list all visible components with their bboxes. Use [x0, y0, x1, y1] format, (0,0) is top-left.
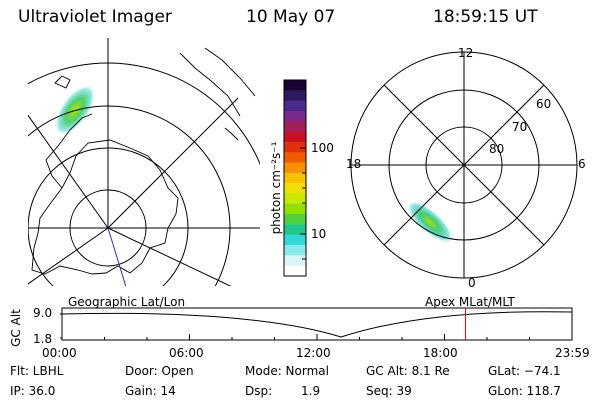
lat-label-80: 80 [489, 142, 505, 156]
xtick-1800: 18:00 [423, 346, 458, 360]
observation-time: 18:59:15 UT [433, 7, 538, 27]
aurora-patch-mlt [406, 200, 454, 244]
colorbar-cell [284, 162, 306, 174]
colorbar-cell [284, 255, 306, 267]
colorbar-cell [284, 90, 306, 102]
timeline-left-title: Geographic Lat/Lon [68, 295, 186, 309]
colorbar-cell [284, 234, 306, 246]
xtick-1200: 12:00 [296, 346, 331, 360]
door-info: Door: Open [125, 364, 194, 378]
instrument-title: Ultraviolet Imager [18, 7, 172, 27]
xtick-0600: 06:00 [169, 346, 204, 360]
colorbar-cell [284, 152, 306, 164]
mlt-label-dusk: 18 [346, 157, 362, 171]
colorbar-tick-10: 10 [311, 227, 327, 241]
aurora-patch-geo [54, 84, 96, 136]
timeline-ytick-9: 9.0 [33, 306, 53, 320]
colorbar-cell [284, 245, 306, 256]
timeline-ytick-1-8: 1.8 [33, 332, 53, 346]
intensity-colorbar [283, 79, 307, 277]
colorbar-cell [284, 224, 306, 236]
colorbar-tick-100: 100 [311, 141, 334, 155]
colorbar-cell [284, 183, 306, 195]
colorbar-cell [284, 203, 306, 215]
timeline-ylabel: GC Alt [9, 309, 23, 347]
altitude-timeline [60, 307, 573, 341]
colorbar-cell [284, 172, 306, 184]
lat-label-60: 60 [536, 97, 552, 111]
gain-info: Gain: 14 [125, 384, 176, 398]
mlt-label-midnight: 0 [468, 276, 476, 290]
ip-info: IP: 36.0 [10, 384, 56, 398]
colorbar-cell [284, 193, 306, 205]
glon-info: GLon: 118.7 [488, 384, 561, 398]
lat-label-70: 70 [512, 120, 528, 134]
glat-info: GLat: −74.1 [488, 364, 561, 378]
colorbar-cell [284, 265, 306, 277]
observation-date: 10 May 07 [246, 7, 336, 27]
colorbar-label: photon cm⁻²s⁻¹ [269, 141, 283, 235]
mlt-label-dawn: 6 [578, 157, 586, 171]
colorbar-cell [284, 214, 306, 226]
mode-info: Mode: Normal [245, 364, 329, 378]
gc-alt-info: GC Alt: 8.1 Re [366, 364, 450, 378]
dsp-label: Dsp: [245, 384, 273, 398]
xtick-0000: 00:00 [42, 346, 77, 360]
dsp-value: 1.9 [301, 384, 321, 398]
filter-info: Flt: LBHL [10, 364, 64, 378]
mlt-label-noon: 12 [458, 46, 474, 60]
timeline-right-title: Apex MLat/MLT [425, 295, 515, 309]
colorbar-cell [284, 121, 306, 133]
geographic-map [28, 38, 260, 286]
xtick-2359: 23:59 [555, 346, 590, 360]
seq-info: Seq: 39 [366, 384, 412, 398]
colorbar-cell [284, 141, 306, 153]
colorbar-cell [284, 131, 306, 143]
colorbar-cell [284, 110, 306, 122]
polar-mlt-plot [350, 51, 578, 279]
colorbar-cell [284, 100, 306, 112]
colorbar-cell [284, 80, 306, 91]
